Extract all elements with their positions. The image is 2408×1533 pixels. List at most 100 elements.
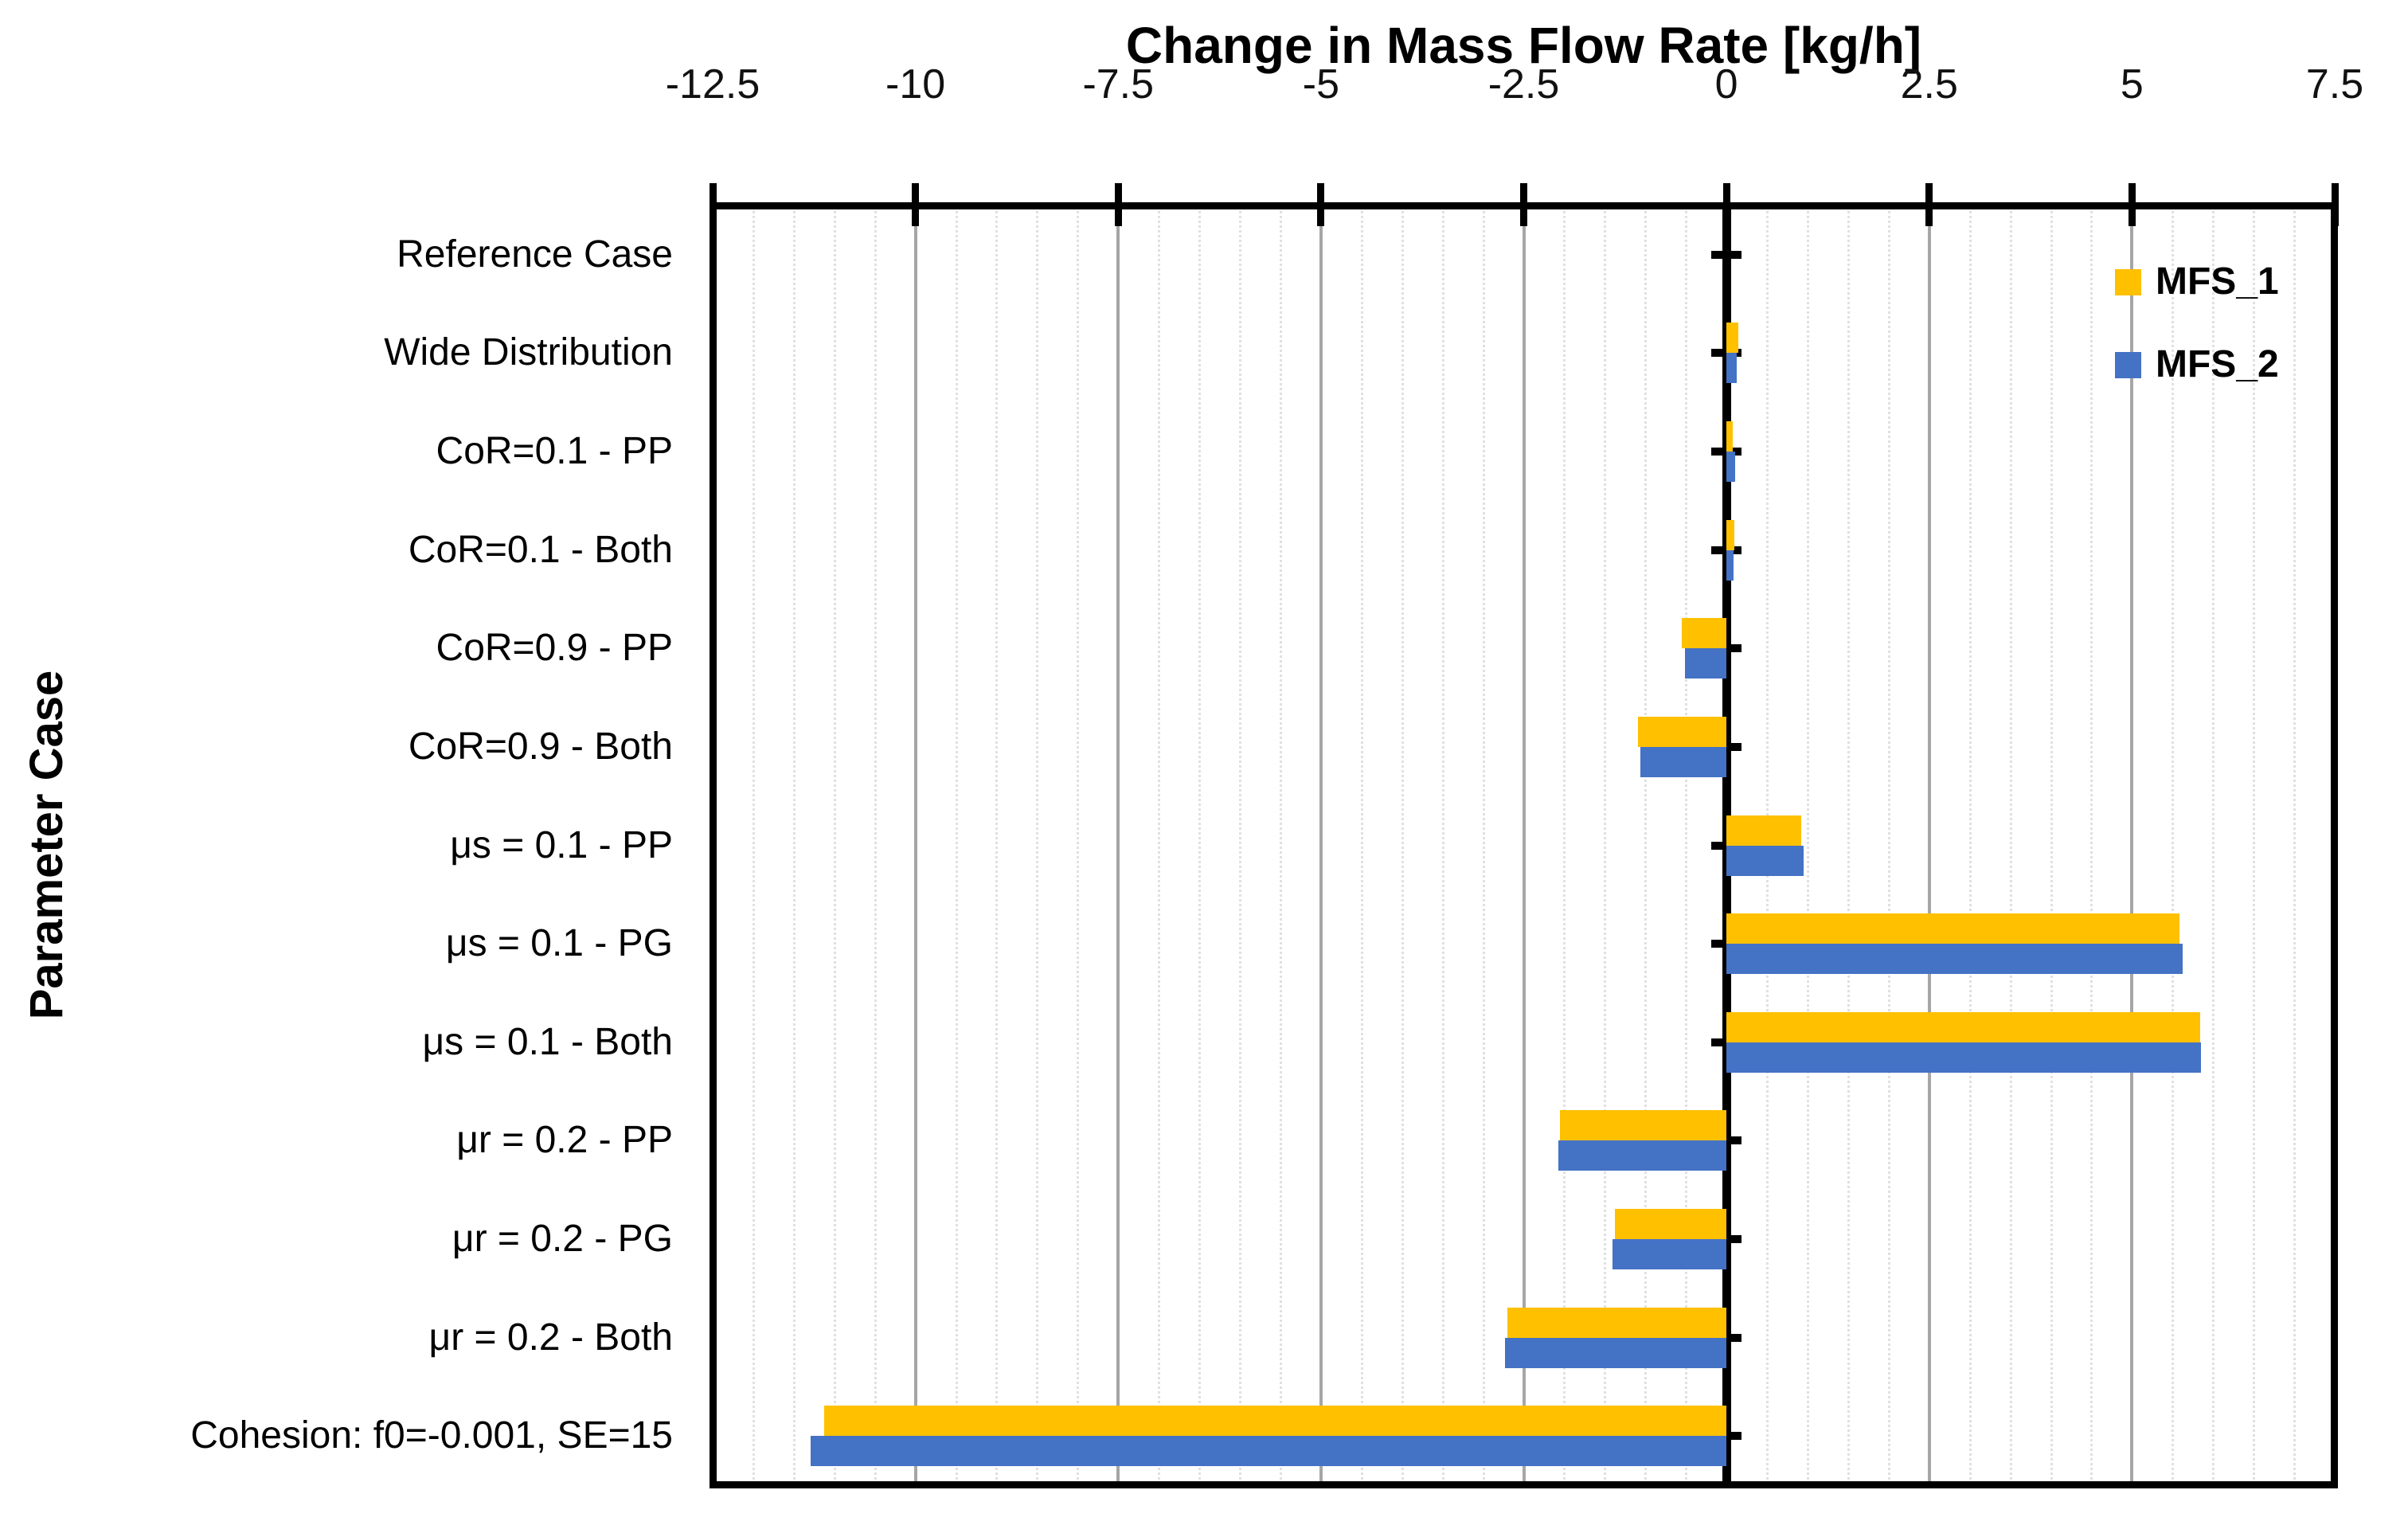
minor-gridline <box>1604 205 1607 1485</box>
major-gridline <box>2130 205 2134 1485</box>
category-label-10: μr = 0.2 - PG <box>452 1217 673 1260</box>
x-axis-tick-mark <box>1317 183 1325 226</box>
bar-MFS_2-4 <box>1685 648 1727 679</box>
x-tick-label: -2.5 <box>1487 61 1560 108</box>
category-tick-mark <box>1711 1432 1742 1441</box>
category-tick-mark <box>1711 250 1742 259</box>
category-label-3: CoR=0.1 - Both <box>408 528 673 571</box>
minor-gridline <box>995 205 999 1485</box>
bar-MFS_2-12 <box>811 1436 1727 1467</box>
x-axis-tick-mark <box>1925 183 1933 226</box>
major-gridline <box>1522 205 1526 1485</box>
minor-gridline <box>1198 205 1202 1485</box>
bar-MFS_2-9 <box>1558 1140 1727 1171</box>
minor-gridline <box>1239 205 1242 1485</box>
minor-gridline <box>1644 205 1648 1485</box>
minor-gridline <box>1279 205 1282 1485</box>
x-axis-tick-mark <box>2331 183 2339 226</box>
category-label-12: Cohesion: f0=-0.001, SE=15 <box>190 1414 673 1457</box>
minor-gridline <box>1036 205 1039 1485</box>
bar-MFS_2-3 <box>1726 549 1734 581</box>
x-tick-label: 5 <box>2120 61 2144 108</box>
category-label-0: Reference Case <box>397 233 673 276</box>
x-tick-label: 0 <box>1714 61 1738 108</box>
minor-gridline <box>1077 205 1080 1485</box>
minor-gridline <box>2050 205 2053 1485</box>
category-label-11: μr = 0.2 - Both <box>428 1316 673 1359</box>
category-tick-mark <box>1711 742 1742 751</box>
bar-MFS_2-6 <box>1726 845 1804 876</box>
bar-MFS_2-11 <box>1505 1337 1727 1368</box>
x-axis-tick-mark <box>1520 183 1527 226</box>
category-tick-mark <box>1711 1333 1742 1342</box>
minor-gridline <box>1360 205 1363 1485</box>
category-tick-mark <box>1711 1136 1742 1145</box>
bar-MFS_2-10 <box>1612 1238 1727 1269</box>
bar-MFS_2-7 <box>1726 944 2183 975</box>
x-axis-tick-mark <box>912 183 920 226</box>
chart-title: Change in Mass Flow Rate [kg/h] <box>1125 17 1922 74</box>
major-gridline <box>1927 205 1931 1485</box>
major-gridline <box>1319 205 1323 1485</box>
major-gridline <box>1116 205 1120 1485</box>
minor-gridline <box>2172 205 2175 1485</box>
bar-MFS_2-1 <box>1726 353 1738 384</box>
x-axis-tick-mark <box>2128 183 2136 226</box>
minor-gridline <box>1482 205 1485 1485</box>
x-tick-label: 2.5 <box>1900 61 1958 108</box>
legend-label-MFS_2: MFS_2 <box>2156 343 2279 385</box>
category-label-8: μs = 0.1 - Both <box>422 1020 673 1063</box>
bar-MFS_2-8 <box>1726 1042 2201 1073</box>
x-tick-label: -12.5 <box>665 61 760 108</box>
x-axis-tick-mark <box>1114 183 1122 226</box>
bar-MFS_1-11 <box>1507 1307 1727 1338</box>
bar-MFS_2-5 <box>1640 746 1727 777</box>
minor-gridline <box>1887 205 1890 1485</box>
x-tick-label: 7.5 <box>2305 61 2364 108</box>
minor-gridline <box>874 205 877 1485</box>
x-axis-tick-mark <box>709 183 717 226</box>
minor-gridline <box>1685 205 1688 1485</box>
minor-gridline <box>1401 205 1404 1485</box>
category-label-9: μr = 0.2 - PP <box>456 1119 673 1162</box>
x-tick-label: -7.5 <box>1082 61 1155 108</box>
x-tick-label: -10 <box>885 61 946 108</box>
bar-MFS_1-8 <box>1726 1011 2200 1042</box>
legend-label-MFS_1: MFS_1 <box>2156 260 2279 303</box>
bar-MFS_1-12 <box>823 1406 1727 1437</box>
bar-MFS_1-9 <box>1560 1110 1727 1141</box>
bar-MFS_1-10 <box>1614 1208 1727 1239</box>
y-axis-title: Parameter Case <box>21 670 72 1020</box>
category-label-5: CoR=0.9 - Both <box>408 725 673 768</box>
x-axis-tick-mark <box>1722 183 1730 226</box>
minor-gridline <box>2090 205 2093 1485</box>
minor-gridline <box>1806 205 1809 1485</box>
minor-gridline <box>2212 205 2215 1485</box>
category-label-2: CoR=0.1 - PP <box>436 430 673 473</box>
bar-MFS_1-3 <box>1726 519 1735 550</box>
minor-gridline <box>955 205 958 1485</box>
bar-MFS_1-7 <box>1726 913 2180 944</box>
legend-swatch-MFS_1 <box>2115 268 2141 295</box>
minor-gridline <box>1847 205 1850 1485</box>
minor-gridline <box>1968 205 1972 1485</box>
legend-item-MFS_1: MFS_1 <box>2115 263 2279 301</box>
category-label-7: μs = 0.1 - PG <box>445 922 673 965</box>
bar-MFS_1-2 <box>1726 421 1734 452</box>
legend-swatch-MFS_2 <box>2115 351 2141 378</box>
bar-MFS_1-6 <box>1726 815 1801 846</box>
bar-MFS_2-2 <box>1726 452 1736 483</box>
minor-gridline <box>2253 205 2256 1485</box>
minor-gridline <box>752 205 755 1485</box>
legend-item-MFS_2: MFS_2 <box>2115 346 2279 384</box>
bar-MFS_1-5 <box>1638 716 1727 747</box>
minor-gridline <box>1563 205 1566 1485</box>
category-label-6: μs = 0.1 - PP <box>450 823 673 866</box>
minor-gridline <box>1441 205 1444 1485</box>
minor-gridline <box>792 205 796 1485</box>
bar-MFS_1-4 <box>1682 618 1727 649</box>
minor-gridline <box>833 205 836 1485</box>
category-label-1: Wide Distribution <box>384 331 673 374</box>
x-tick-label: -5 <box>1302 61 1339 108</box>
